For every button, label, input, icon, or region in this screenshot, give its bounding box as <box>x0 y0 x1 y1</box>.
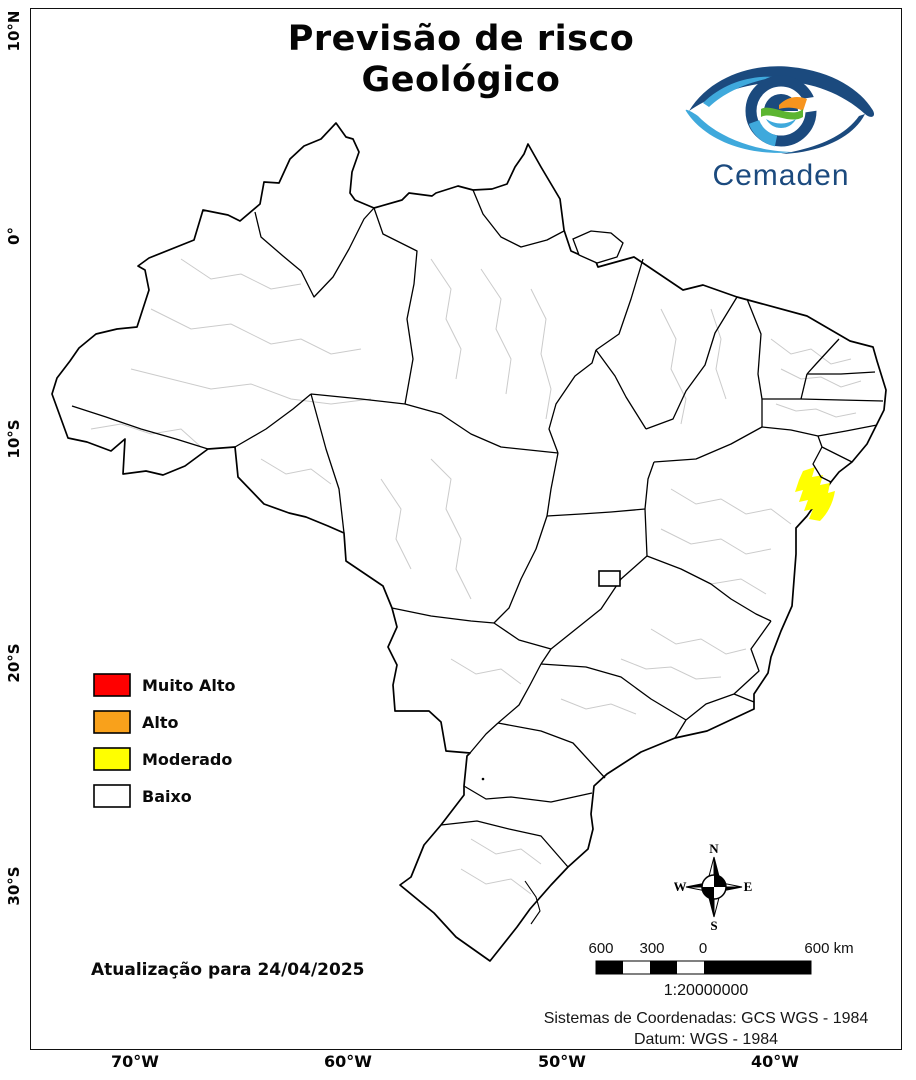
legend-label: Alto <box>142 712 179 732</box>
legend-item-baixo: Baixo <box>93 784 236 808</box>
page-title: Previsão de risco Geológico <box>111 19 811 102</box>
lon-label-70w: 70°W <box>111 1052 159 1071</box>
legend-label: Moderado <box>142 749 233 769</box>
lon-label-50w: 50°W <box>538 1052 586 1071</box>
legend-swatch-baixo <box>93 784 131 808</box>
datum-line: Datum: WGS - 1984 <box>633 1031 779 1049</box>
lat-label-10s: 10°S <box>5 419 23 459</box>
compass-e: E <box>744 879 753 894</box>
compass-w: W <box>674 879 687 894</box>
scale-0: 0 <box>699 940 707 957</box>
coordinate-system-line: Sistemas de Coordenadas: GCS WGS - 1984 <box>543 1010 869 1027</box>
title-line-1: Previsão de risco <box>287 19 635 59</box>
scale-300: 300 <box>639 940 664 957</box>
cemaden-logo-text: Cemaden <box>712 159 850 192</box>
legend-swatch-moderado <box>93 747 131 771</box>
scale-bar: 600 300 0 600 km 1:20000000 <box>588 940 853 999</box>
lagoa-dos-patos <box>524 880 541 925</box>
update-note: Atualização para 24/04/2025 <box>91 960 365 980</box>
cemaden-logo: Cemaden <box>671 59 891 193</box>
lat-label-10n: 10°N <box>5 10 23 52</box>
state-boundaries <box>71 189 884 868</box>
compass-s: S <box>710 918 717 932</box>
scale-600-km: 600 km <box>804 940 853 957</box>
distrito-federal <box>598 570 621 587</box>
legend-item-alto: Alto <box>93 710 236 734</box>
small-island-dot <box>481 777 485 781</box>
marajo-island <box>572 230 624 264</box>
map-frame: Previsão de risco Geológico Cemaden <box>30 8 902 1050</box>
brazil-map <box>51 122 887 962</box>
risk-legend: Muito Alto Alto Moderado Baixo <box>93 673 236 808</box>
compass-n: N <box>709 841 719 856</box>
legend-label: Muito Alto <box>142 675 236 695</box>
lat-label-30s: 30°S <box>5 866 23 906</box>
legend-swatch-alto <box>93 710 131 734</box>
title-line-2: Geológico <box>361 60 561 101</box>
cemaden-eye-icon <box>685 66 875 154</box>
lat-label-20s: 20°S <box>5 643 23 683</box>
compass-rose: N S W E <box>674 841 753 932</box>
brazil-outline <box>51 122 887 962</box>
legend-item-moderado: Moderado <box>93 747 236 771</box>
scale-ratio: 1:20000000 <box>664 982 749 999</box>
lon-label-60w: 60°W <box>324 1052 372 1071</box>
legend-item-muito-alto: Muito Alto <box>93 673 236 697</box>
legend-label: Baixo <box>142 786 192 806</box>
scale-600-left: 600 <box>588 940 613 957</box>
municipal-boundaries <box>90 258 862 895</box>
legend-swatch-muito-alto <box>93 673 131 697</box>
moderate-risk-region <box>795 467 835 521</box>
lat-label-0: 0° <box>5 227 23 245</box>
coordinate-system-note: Sistemas de Coordenadas: GCS WGS - 1984 … <box>486 1008 916 1050</box>
lon-label-40w: 40°W <box>751 1052 799 1071</box>
